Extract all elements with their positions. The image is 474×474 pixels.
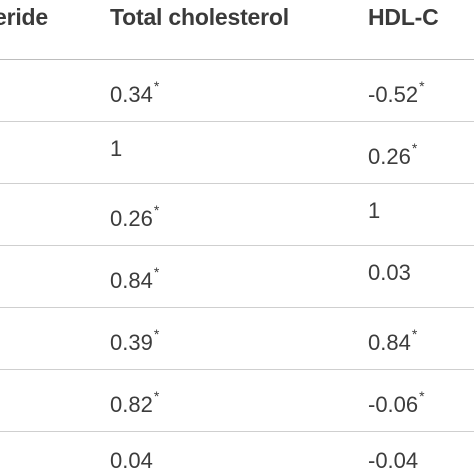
hdl-c-value: 1 (368, 198, 381, 223)
hdl-c-value: -0.04 (368, 448, 419, 473)
total-cholesterol-value: 1 (110, 136, 123, 161)
table-row: 0.82* -0.06* (0, 370, 474, 432)
table-row: 0.26* 1 (0, 184, 474, 246)
total-cholesterol-value: 0.39* (110, 326, 160, 355)
hdl-c-value: 0.03 (368, 260, 411, 285)
header-hdl-c: HDL-C (368, 4, 439, 30)
hdl-c-value: -0.06* (368, 388, 425, 417)
table-row: 0.39* 0.84* (0, 308, 474, 370)
table-row: 0.34* -0.52* (0, 60, 474, 122)
table-row: 0.84* 0.03 (0, 246, 474, 308)
table-header: eride Total cholesterol HDL-C (0, 0, 474, 60)
total-cholesterol-value: 0.82* (110, 388, 160, 417)
total-cholesterol-value: 0.84* (110, 264, 160, 293)
total-cholesterol-value: 0.34* (110, 78, 160, 107)
hdl-c-value: 0.84* (368, 326, 418, 355)
header-total-cholesterol: Total cholesterol (110, 4, 289, 30)
hdl-c-value: -0.52* (368, 78, 425, 107)
header-triglyceride: eride (0, 4, 48, 30)
table-row: 0.04 -0.04 (0, 432, 474, 474)
table-row: 1 0.26* (0, 122, 474, 184)
total-cholesterol-value: 0.04 (110, 448, 153, 473)
total-cholesterol-value: 0.26* (110, 202, 160, 231)
hdl-c-value: 0.26* (368, 140, 418, 169)
